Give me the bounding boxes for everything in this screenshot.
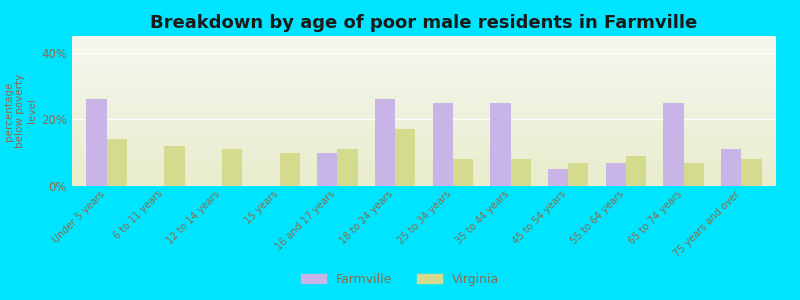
Bar (375, 99, 395, 186)
Bar (626, 156, 646, 186)
Bar (548, 169, 568, 186)
Bar (86, 99, 106, 186)
Bar (106, 139, 127, 186)
Legend: Farmville, Virginia: Farmville, Virginia (296, 268, 504, 291)
Bar (490, 103, 510, 186)
Title: Breakdown by age of poor male residents in Farmville: Breakdown by age of poor male residents … (150, 14, 698, 32)
Bar (684, 163, 704, 186)
Y-axis label: percentage
below poverty
level: percentage below poverty level (4, 74, 37, 148)
Bar (510, 159, 530, 186)
Bar (568, 163, 589, 186)
Bar (395, 129, 415, 186)
Bar (280, 153, 300, 186)
Bar (742, 159, 762, 186)
Bar (453, 159, 473, 186)
Bar (606, 163, 626, 186)
Bar (222, 149, 242, 186)
Bar (663, 103, 684, 186)
Bar (164, 146, 185, 186)
Bar (721, 149, 742, 186)
Bar (338, 149, 358, 186)
Bar (318, 153, 338, 186)
Bar (433, 103, 453, 186)
